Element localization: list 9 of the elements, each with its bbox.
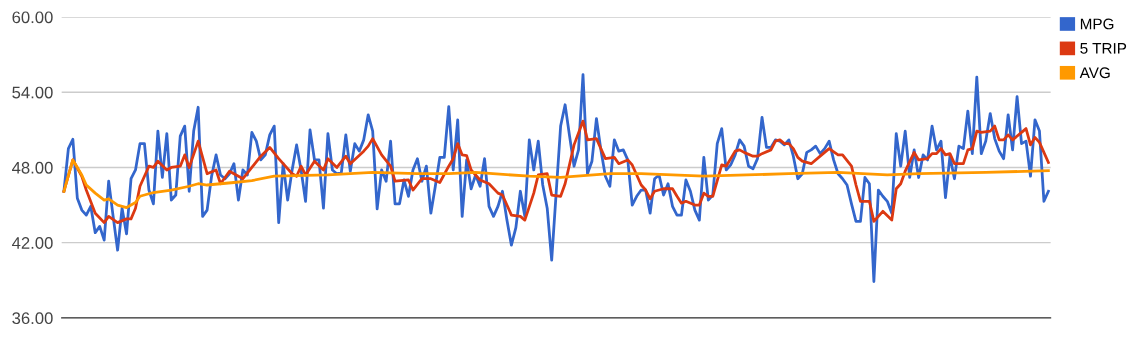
legend-label: 5 TRIP bbox=[1080, 43, 1127, 54]
line-series bbox=[62, 158, 1050, 209]
y-tick-label: 48.00 bbox=[12, 161, 53, 174]
y-tick-label: 42.00 bbox=[12, 237, 53, 249]
legend-label: AVG bbox=[1079, 67, 1110, 79]
y-tick-label: 36.00 bbox=[12, 312, 53, 325]
legend-label: MPG bbox=[1080, 18, 1114, 30]
y-tick-label: 54.00 bbox=[12, 86, 53, 99]
y-tick-label: 60.00 bbox=[12, 11, 53, 24]
